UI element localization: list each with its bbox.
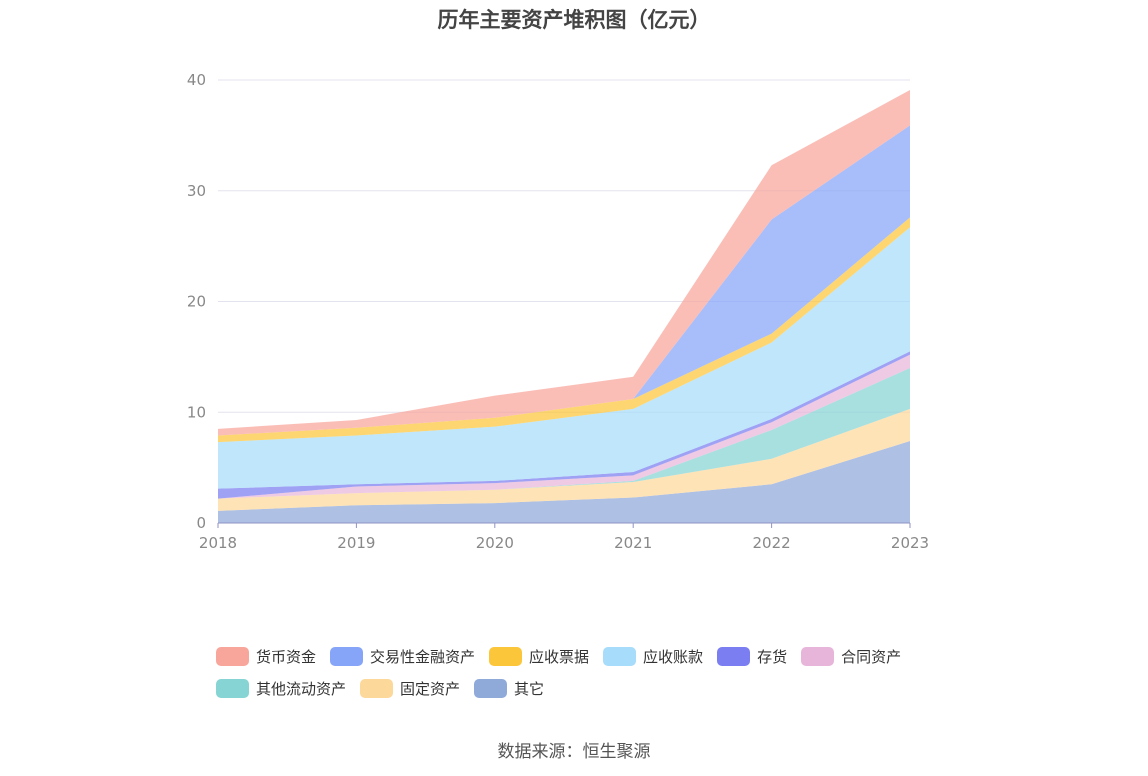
legend-row-2: 其他流动资产 固定资产 其它 [216,672,956,704]
y-tick-label: 30 [187,182,206,200]
legend-swatch [489,646,523,666]
x-tick-label: 2022 [753,534,791,552]
legend-label: 固定资产 [400,679,461,698]
legend-label: 应收票据 [529,647,590,666]
y-tick-label: 20 [187,293,206,311]
legend-swatch [474,678,508,698]
legend-swatch [717,646,751,666]
area-series-5 [218,227,910,489]
chart-title: 历年主要资产堆积图（亿元） [437,8,711,32]
y-tick-label: 10 [187,403,206,421]
legend-item[interactable]: 货币资金 [216,646,316,667]
area-series [218,89,910,523]
legend-item[interactable]: 其他流动资产 [216,678,346,699]
x-tick-label: 2021 [614,534,652,552]
legend-item[interactable]: 存货 [717,646,787,667]
legend-item[interactable]: 合同资产 [801,646,901,667]
axes: 0 10 20 30 40 2018 2019 2020 2021 2022 2023 [187,71,929,552]
legend-item[interactable]: 应收票据 [489,646,589,667]
legend-label: 其他流动资产 [256,679,347,698]
legend-label: 合同资产 [841,647,902,666]
data-source: 数据来源：恒生聚源 [497,742,651,762]
legend-label: 交易性金融资产 [370,647,476,666]
legend-item[interactable]: 应收账款 [603,646,703,667]
area-series-1 [218,408,910,511]
x-tick-label: 2019 [337,534,375,552]
legend-swatch [801,646,835,666]
legend-row-1: 货币资金 交易性金融资产 应收票据 应收账款 存货 合同资产 [216,640,956,672]
legend-item[interactable]: 交易性金融资产 [330,646,475,667]
area-series-7 [218,125,910,436]
area-series-2 [218,367,910,499]
legend-swatch [330,646,364,666]
stacked-area-chart: 0 10 20 30 40 2018 2019 2020 2021 2022 2023 [187,71,929,552]
legend-label: 存货 [757,647,788,666]
legend-swatch [216,678,249,698]
legend-label: 其它 [514,679,545,698]
x-tick-label: 2018 [199,534,237,552]
legend-item[interactable]: 其它 [474,678,544,699]
y-tick-label: 0 [196,514,206,532]
x-tick-label: 2020 [476,534,514,552]
legend-swatch [360,678,394,698]
legend-swatch [603,646,637,666]
legend: 货币资金 交易性金融资产 应收票据 应收账款 存货 合同资产 其他流动资产 固定资产 其它 [216,640,956,704]
area-series-0 [218,441,910,523]
area-series-3 [218,354,910,499]
legend-label: 应收账款 [643,647,704,666]
y-tick-label: 40 [187,71,206,89]
legend-item[interactable]: 固定资产 [360,678,460,699]
legend-swatch [216,646,249,666]
x-tick-label: 2023 [891,534,929,552]
legend-label: 货币资金 [256,647,317,666]
